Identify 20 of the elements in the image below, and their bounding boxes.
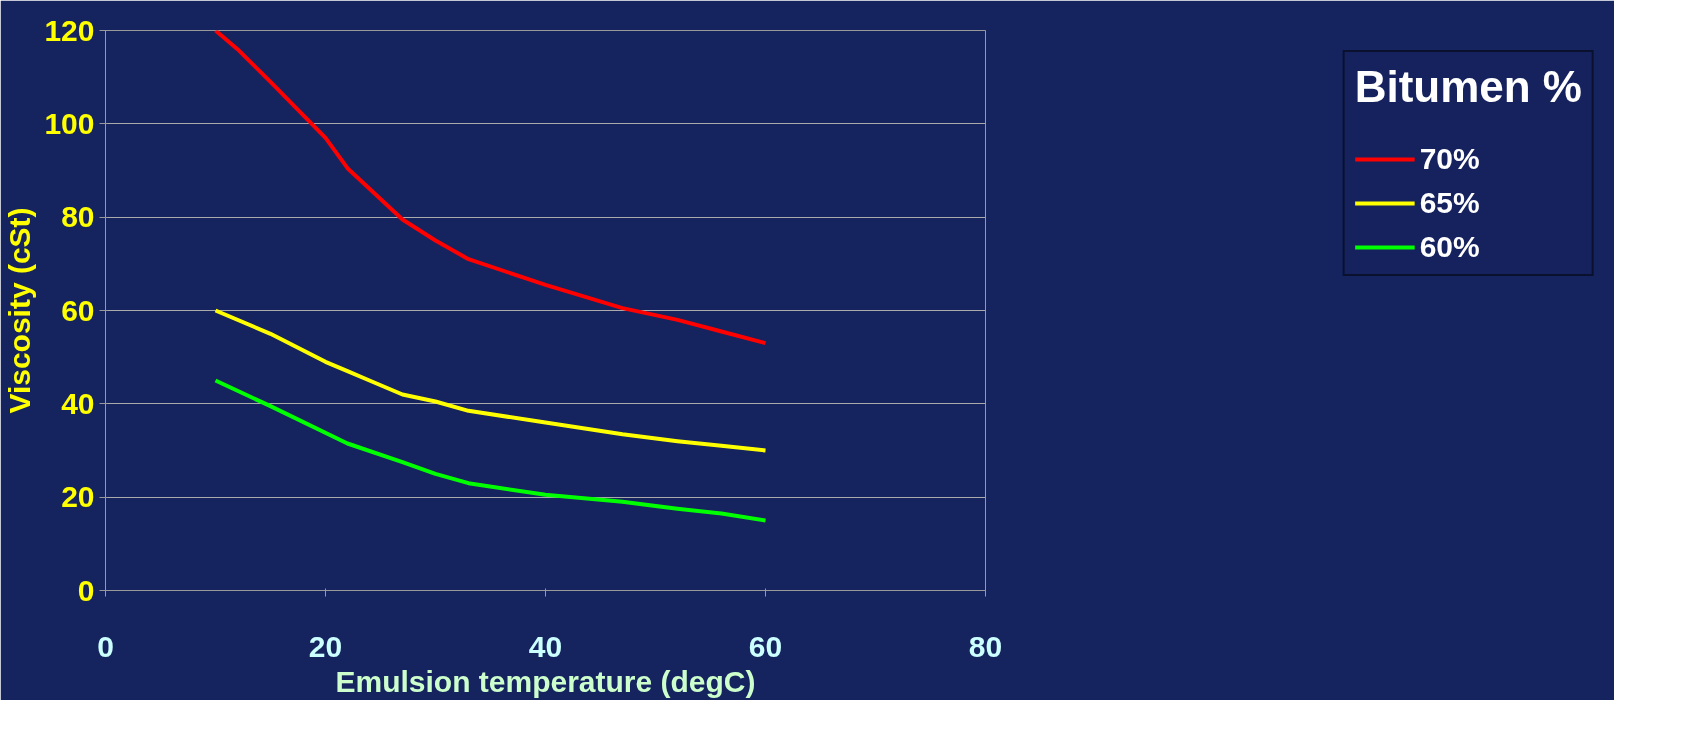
line-series	[213, 308, 768, 453]
legend-label: 65%	[1419, 186, 1480, 220]
y-tick-label: 80	[61, 200, 95, 234]
y-tick-label: 100	[44, 106, 95, 140]
y-tick-label: 120	[44, 13, 95, 47]
x-tick-label: 60	[748, 629, 783, 663]
x-tick-label: 40	[528, 629, 563, 663]
y-tick-label: 40	[61, 386, 95, 420]
legend-label: 70%	[1419, 142, 1480, 176]
x-axis-title: Emulsion temperature (degC)	[335, 664, 756, 698]
x-tick-label: 20	[308, 629, 343, 663]
x-tick-label: 80	[968, 629, 1003, 663]
legend-title: Bitumen %	[1354, 62, 1582, 112]
y-tick-label: 60	[61, 293, 95, 327]
y-axis-title: Viscosity (cSt)	[3, 207, 37, 414]
line-series	[213, 30, 768, 346]
line-series	[213, 378, 768, 523]
legend-label: 60%	[1419, 230, 1480, 264]
y-tick-label: 20	[61, 480, 95, 514]
y-tick-label: 0	[77, 573, 95, 607]
